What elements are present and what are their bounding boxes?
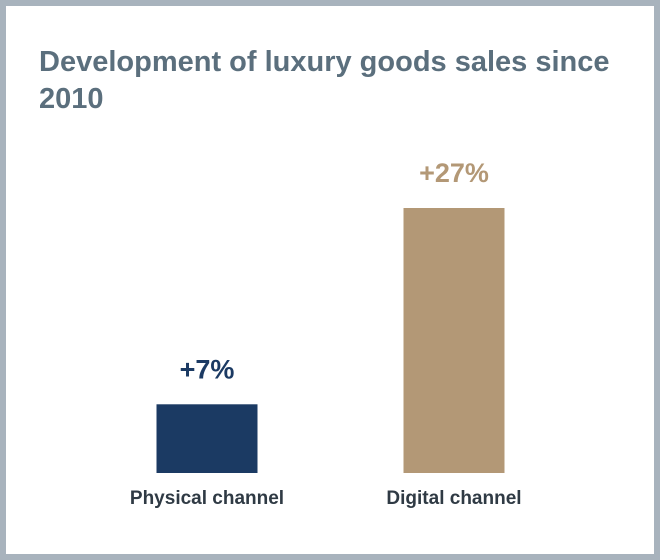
value-label-physical-channel: +7% (180, 354, 235, 384)
bar-physical-channel (156, 404, 258, 473)
chart-title: Development of luxury goods sales since … (39, 46, 610, 115)
category-label-digital-channel: Digital channel (386, 488, 521, 509)
value-label-digital-channel: +27% (419, 158, 489, 188)
value-labels-group: +7% +27% (180, 158, 489, 384)
bars-group (156, 208, 505, 473)
category-label-physical-channel: Physical channel (130, 488, 284, 509)
bar-digital-channel (403, 208, 505, 473)
category-labels-group: Physical channel Digital channel (130, 488, 522, 509)
